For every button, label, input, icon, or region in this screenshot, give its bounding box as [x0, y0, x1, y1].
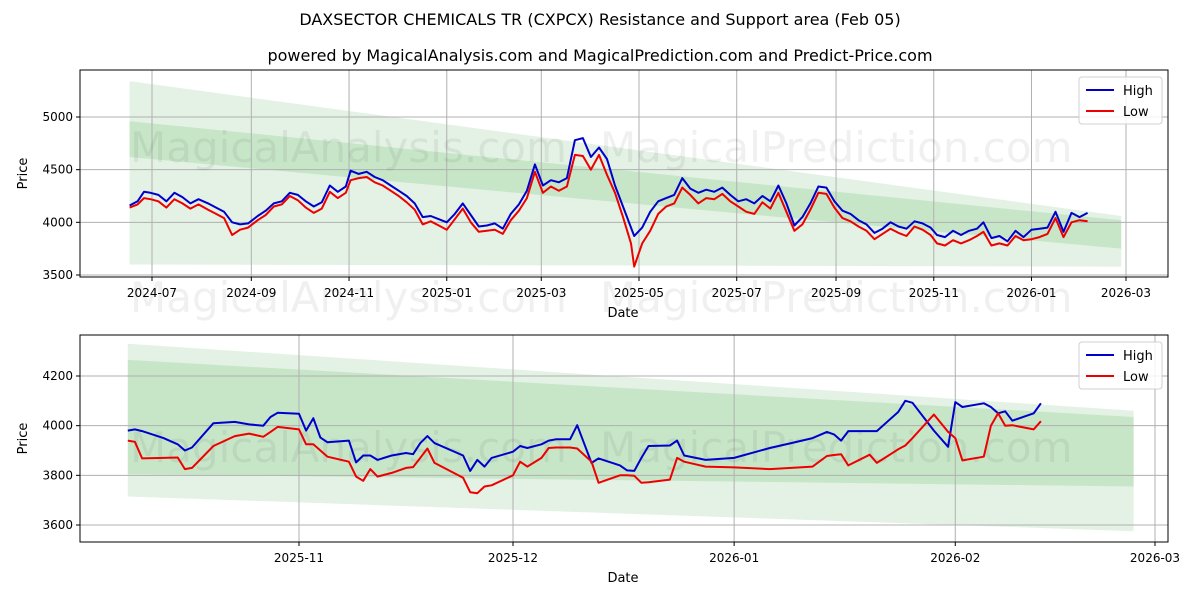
x-tick-label: 2026-02	[930, 551, 980, 565]
x-tick-label: 2026-01	[709, 551, 759, 565]
inner-support-resistance-band	[127, 359, 1134, 487]
high-price-line	[129, 137, 1089, 243]
watermark-text: MagicalPrediction.com	[600, 123, 1073, 172]
high-price-line	[127, 399, 1042, 472]
watermark-text: MagicalAnalysis.com	[130, 273, 567, 322]
watermark-text: MagicalAnalysis.com	[130, 423, 567, 472]
chart-title: DAXSECTOR CHEMICALS TR (CXPCX) Resistanc…	[299, 10, 901, 29]
y-axis-label: Price	[16, 423, 31, 455]
x-tick-label: 2025-03	[516, 286, 566, 300]
x-tick-label: 2025-07	[712, 286, 762, 300]
legend: High Low	[1078, 341, 1163, 390]
y-tick-label: 4500	[42, 163, 73, 177]
x-axis-label: Date	[607, 306, 638, 321]
x-tick-label: 2025-01	[422, 286, 472, 300]
x-tick-label: 2025-11	[274, 551, 324, 565]
plot-frame	[79, 334, 1169, 543]
y-tick-label: 4000	[42, 215, 73, 229]
legend-label-low: Low	[1123, 370, 1149, 385]
x-tick-label: 2024-09	[226, 286, 276, 300]
outer-support-resistance-band	[129, 81, 1122, 267]
x-tick-label: 2026-03	[1130, 551, 1180, 565]
y-axis-label: Price	[16, 158, 31, 190]
plot-frame	[79, 69, 1169, 278]
y-tick-label: 5000	[42, 110, 73, 124]
y-tick-label: 3500	[42, 268, 73, 282]
x-axis-label: Date	[607, 571, 638, 586]
y-tick-label: 4200	[42, 369, 73, 383]
x-tick-label: 2025-11	[909, 286, 959, 300]
bottom-chart-panel: 3600 3800 4000 4200 2025-11 2025-12 2026-01 202…	[16, 334, 1180, 586]
x-tick-label: 2025-05	[614, 286, 664, 300]
low-price-line	[129, 153, 1088, 268]
legend-label-high: High	[1123, 84, 1153, 99]
inner-support-resistance-band	[129, 121, 1122, 249]
legend: High Low	[1078, 76, 1163, 125]
outer-support-resistance-band	[127, 343, 1134, 532]
x-tick-label: 2024-07	[127, 286, 177, 300]
watermark-text: MagicalAnalysis.com	[130, 123, 567, 172]
x-tick-label: 2025-09	[811, 286, 861, 300]
low-price-line	[127, 412, 1042, 495]
y-tick-label: 3600	[42, 518, 73, 532]
x-tick-label: 2026-03	[1101, 286, 1151, 300]
y-tick-label: 4000	[42, 419, 73, 433]
legend-label-low: Low	[1123, 105, 1149, 120]
legend-label-high: High	[1123, 349, 1153, 364]
chart-subtitle: powered by MagicalAnalysis.com and Magic…	[267, 46, 933, 65]
watermark-text: MagicalPrediction.com	[600, 423, 1073, 472]
watermark-text: MagicalPrediction.com	[600, 273, 1073, 322]
x-tick-label: 2025-12	[488, 551, 538, 565]
x-tick-label: 2024-11	[324, 286, 374, 300]
top-chart-panel: 3500 4000 4500 5000 2024-07 2024-09 2024-11 202…	[16, 69, 1169, 322]
y-tick-label: 3800	[42, 468, 73, 482]
x-tick-label: 2026-01	[1006, 286, 1056, 300]
